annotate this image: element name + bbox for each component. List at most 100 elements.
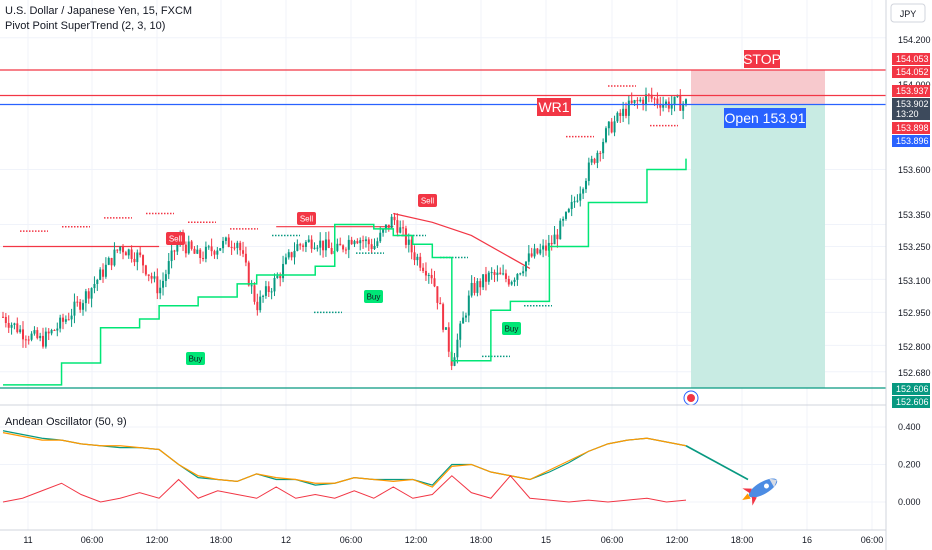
candle-body [304, 241, 307, 247]
candle-body [664, 101, 667, 104]
candle-body [324, 239, 327, 251]
candle-body [599, 152, 602, 154]
candle-body [356, 241, 359, 244]
oscillator-title[interactable]: Andean Oscillator (50, 9) [5, 416, 127, 428]
candle-body [316, 247, 319, 249]
candle-body [244, 253, 247, 263]
candle-body [124, 252, 127, 256]
time-tick: 15 [541, 535, 551, 545]
price-tick: 154.200 [898, 35, 931, 45]
candle-body [76, 301, 79, 303]
candle-body [627, 100, 630, 116]
symbol-title: U.S. Dollar / Japanese Yen, 15, FXCM [5, 5, 192, 17]
candle-body [233, 247, 236, 249]
candle-body [602, 141, 605, 154]
candle-body [299, 244, 302, 246]
candle-body [476, 281, 479, 293]
candle-body [344, 249, 347, 251]
candle-body [302, 245, 305, 247]
candle-body [170, 250, 173, 262]
candle-body [624, 108, 627, 116]
candle-body [542, 245, 545, 250]
candle-body [439, 302, 442, 305]
candle-body [227, 237, 230, 247]
candle-body [159, 287, 162, 294]
price-tag-label: 153.902 [896, 99, 929, 109]
candle-body [682, 103, 685, 111]
candle-body [50, 330, 53, 334]
candle-body [659, 103, 662, 108]
signal-sell: Sell [166, 232, 185, 245]
candle-body [36, 330, 39, 339]
candle-body [113, 249, 116, 266]
target-zone [691, 104, 825, 388]
candle-body [430, 274, 433, 279]
candle-body [550, 242, 553, 245]
candle-body [619, 112, 622, 116]
candle-body [636, 100, 639, 102]
candle-body [84, 291, 87, 304]
candle-body [576, 200, 579, 202]
candle-body [59, 317, 62, 329]
candle-body [284, 257, 287, 264]
indicator-title[interactable]: Pivot Point SuperTrend (2, 3, 10) [5, 20, 165, 32]
signal-label: Buy [367, 293, 381, 302]
candle-body [93, 283, 96, 289]
price-tag-label: 154.053 [896, 54, 929, 64]
candle-body [350, 239, 353, 245]
candle-body [79, 301, 82, 310]
time-axis[interactable]: 11 06:00 12:00 18:00 12 06:00 12:00 18:00 15 06:0… [23, 535, 883, 545]
candle-body [504, 273, 507, 279]
candle-body [616, 112, 619, 122]
pivot-ladders [3, 85, 678, 358]
candle-body [582, 189, 585, 194]
candle-body [116, 249, 119, 251]
candle-body [67, 319, 70, 321]
candle-body [662, 103, 665, 108]
candle-body [407, 239, 410, 245]
candle-body [596, 152, 599, 163]
candle-body [679, 96, 682, 111]
candle-body [276, 275, 279, 279]
candle-body [384, 224, 387, 230]
candle-body [164, 274, 167, 281]
candle-body [13, 323, 16, 325]
candle-body [447, 327, 450, 352]
candle-body [282, 263, 285, 279]
price-tag: 152.606 [892, 383, 930, 395]
candle-body [419, 256, 422, 268]
candle-body [236, 242, 239, 249]
candle-body [362, 240, 365, 242]
oscillator-tick: 0.000 [898, 497, 921, 507]
candle-body [64, 319, 67, 322]
candle-body [82, 303, 85, 310]
candle-body [56, 328, 59, 331]
candle-body [190, 241, 193, 249]
candle-body [267, 286, 270, 293]
candle-body [307, 239, 310, 242]
candle-body [256, 301, 259, 311]
oscillator-series-1 [2, 432, 687, 488]
candle-body [44, 331, 47, 347]
time-tick: 11 [23, 535, 32, 545]
time-tick: 12:00 [405, 535, 428, 545]
flag-badge-icon[interactable] [683, 390, 699, 406]
signal-label: Buy [505, 325, 519, 334]
currency-button[interactable]: JPY [890, 3, 926, 23]
price-tag: 153.896 [892, 135, 930, 147]
candle-body [444, 327, 447, 330]
candle-body [453, 357, 456, 366]
candle-body [470, 282, 473, 296]
candle-body [570, 201, 573, 210]
price-tag-label: 153.898 [896, 123, 929, 133]
candle-body [150, 275, 153, 279]
candle-body [527, 253, 530, 262]
candle-body [24, 339, 27, 341]
candle-body [387, 224, 390, 228]
candle-body [604, 128, 607, 142]
stop-label: STOP [743, 50, 781, 68]
candle-body [524, 261, 527, 272]
time-tick: 12:00 [146, 535, 169, 545]
